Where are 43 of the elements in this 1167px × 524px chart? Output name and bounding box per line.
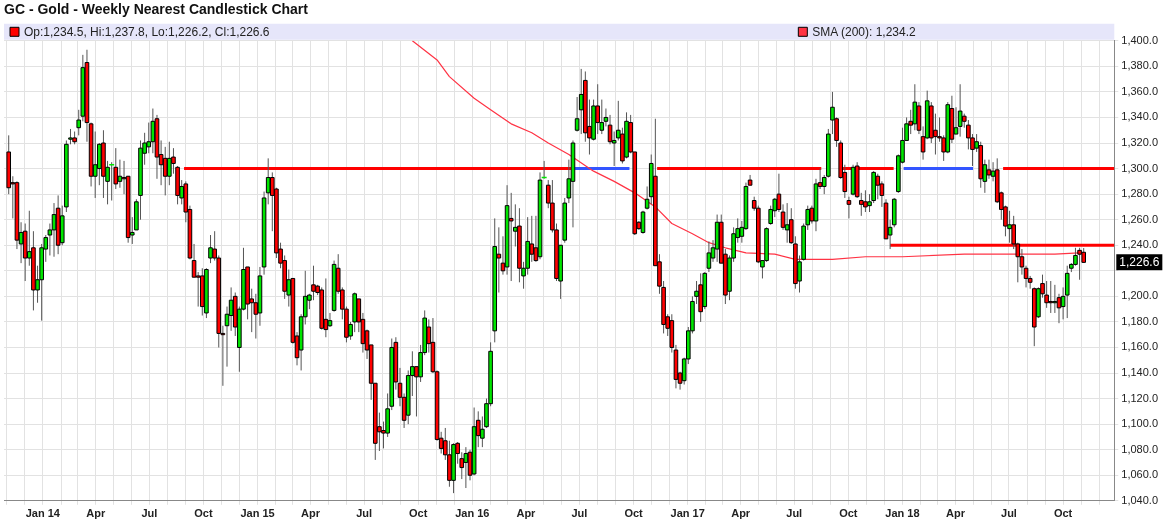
legend-label: Op:1,234.5, Hi:1,237.8, Lo:1,226.2, Cl:1,226.6 [24, 24, 270, 39]
x-tick-label: Apr [945, 507, 966, 520]
y-tick-label: 1,400.0 [1121, 33, 1158, 46]
text: 1,226.6 [1119, 255, 1160, 270]
chart-title: GC - Gold - Weekly Nearest Candlestick Chart [4, 1, 309, 18]
x-tick-label: Jan 17 [670, 507, 705, 520]
candlestick [311, 265, 316, 301]
y-tick-label: 1,060.0 [1121, 468, 1158, 481]
legend-label: SMA (200): 1,234.2 [812, 24, 917, 39]
x-tick-label: Apr [301, 507, 321, 520]
y-tick-label: 1,280.0 [1121, 187, 1158, 200]
x-tick-label: Oct [1053, 507, 1073, 520]
x-tick-label: Apr [516, 507, 537, 520]
x-tick-label: Oct [624, 507, 644, 520]
x-tick-label: Oct [839, 507, 858, 520]
y-tick-label: 1,100.0 [1121, 417, 1158, 430]
y-tick-label: 1,240.0 [1121, 238, 1158, 251]
x-tick-label: Oct [194, 507, 213, 520]
x-tick-label: Apr [731, 507, 751, 520]
y-tick-label: 1,080.0 [1121, 442, 1158, 455]
x-tick-label: Jul [1001, 507, 1017, 520]
y-tick-label: 1,380.0 [1121, 59, 1158, 72]
y-tick-label: 1,140.0 [1121, 366, 1158, 379]
y-tick-label: 1,160.0 [1121, 340, 1158, 353]
y-tick-label: 1,200.0 [1121, 289, 1158, 302]
x-tick-label: Jan 14 [25, 507, 61, 520]
y-tick-label: 1,300.0 [1121, 161, 1158, 174]
y-tick-label: 1,260.0 [1121, 212, 1158, 225]
x-tick-label: Jan 15 [240, 507, 275, 520]
y-tick-label: 1,320.0 [1121, 136, 1158, 149]
y-tick-label: 1,040.0 [1121, 493, 1158, 506]
x-tick-label: Jul [356, 507, 373, 520]
x-tick-label: Jul [786, 507, 803, 520]
x-tick-label: Apr [86, 507, 106, 520]
y-tick-label: 1,340.0 [1121, 110, 1158, 123]
x-tick-label: Jan 16 [455, 507, 490, 520]
y-tick-label: 1,120.0 [1121, 391, 1158, 404]
x-tick-label: Jan 18 [885, 507, 920, 520]
y-tick-label: 1,360.0 [1121, 84, 1158, 97]
x-tick-label: Jul [141, 507, 158, 520]
y-tick-label: 1,180.0 [1121, 314, 1158, 327]
x-tick-label: Oct [409, 507, 428, 520]
x-tick-label: Jul [571, 507, 588, 520]
